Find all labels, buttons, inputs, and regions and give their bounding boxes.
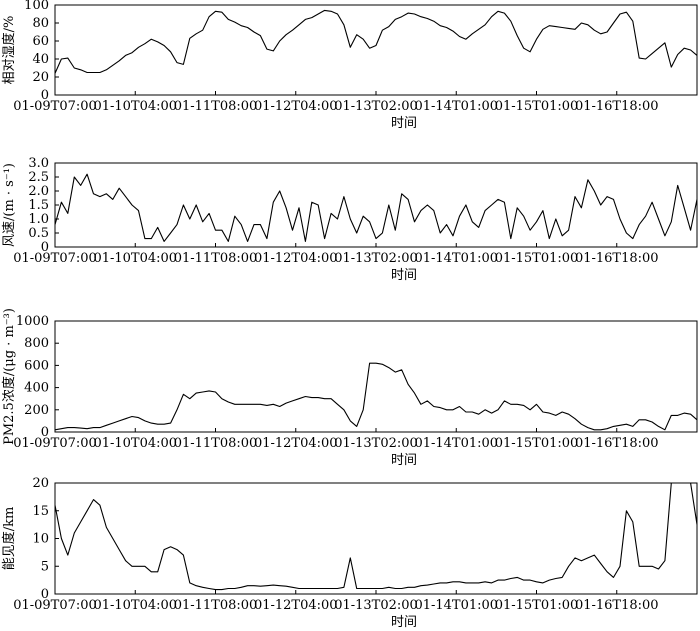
y-tick-label: 80 [32, 16, 49, 31]
y-tick-label: 3.0 [28, 156, 49, 171]
x-tick-label: 01-15T01:00 [495, 436, 579, 451]
y-tick-label: 600 [24, 358, 49, 373]
y-tick-label: 5 [41, 559, 49, 574]
y-tick-label: 0 [41, 425, 49, 440]
x-axis-label: 时间 [391, 615, 417, 630]
y-axis-label: PM2.5浓度/(μg · m⁻³) [1, 308, 17, 445]
x-axis-label: 时间 [391, 116, 417, 131]
x-tick-label: 01-11T08:00 [174, 251, 258, 266]
x-tick-label: 01-12T04:00 [254, 436, 338, 451]
y-tick-label: 0.5 [28, 226, 49, 241]
x-tick-label: 01-15T01:00 [495, 99, 579, 114]
x-tick-label: 01-09T07:00 [13, 251, 97, 266]
x-tick-label: 01-16T18:00 [575, 99, 659, 114]
x-tick-label: 01-15T01:00 [495, 598, 579, 613]
y-tick-label: 20 [32, 70, 49, 85]
x-tick-label: 01-10T04:00 [93, 99, 177, 114]
y-tick-label: 800 [24, 336, 49, 351]
panel-3: 0200400600800100001-09T07:0001-10T04:000… [1, 308, 698, 468]
y-tick-label: 1000 [16, 314, 49, 329]
x-tick-label: 01-11T08:00 [174, 598, 258, 613]
x-tick-label: 01-16T18:00 [575, 598, 659, 613]
x-tick-label: 01-13T02:00 [334, 251, 418, 266]
x-tick-label: 01-10T04:00 [93, 251, 177, 266]
x-tick-label: 01-16T18:00 [575, 251, 659, 266]
y-tick-label: 20 [32, 476, 49, 491]
plot-frame [54, 4, 698, 96]
y-tick-label: 10 [32, 532, 49, 547]
y-tick-label: 1.0 [28, 212, 49, 227]
y-axis-label: 风速/(m · s⁻¹) [2, 163, 17, 247]
x-tick-label: 01-09T07:00 [13, 436, 97, 451]
x-tick-label: 01-09T07:00 [13, 99, 97, 114]
y-tick-label: 1.5 [28, 198, 49, 213]
x-tick-label: 01-12T04:00 [254, 598, 338, 613]
y-tick-label: 0 [41, 88, 49, 103]
x-tick-label: 01-13T02:00 [334, 598, 418, 613]
y-axis-label: 能见度/km [1, 507, 17, 571]
x-tick-label: 01-09T07:00 [13, 598, 97, 613]
x-axis-label: 时间 [391, 268, 417, 283]
y-axis-label: 相对湿度/% [1, 16, 17, 85]
y-tick-label: 15 [32, 504, 49, 519]
y-tick-label: 40 [32, 52, 49, 67]
x-tick-label: 01-11T08:00 [174, 436, 258, 451]
x-tick-label: 01-15T01:00 [495, 251, 579, 266]
x-tick-label: 01-14T01:00 [414, 99, 498, 114]
series-line [54, 9, 698, 74]
x-tick-label: 01-10T04:00 [93, 436, 177, 451]
series-line [54, 173, 698, 242]
plot-frame [54, 320, 698, 433]
y-tick-label: 0 [41, 240, 49, 255]
x-tick-label: 01-10T04:00 [93, 598, 177, 613]
y-tick-label: 2.5 [28, 170, 49, 185]
y-tick-label: 200 [24, 403, 49, 418]
x-tick-label: 01-16T18:00 [575, 436, 659, 451]
panel-1: 0 20 40 60 80 100 01-09T07:0001-10T04:0001-11T… [1, 0, 698, 131]
y-tick-label: 0 [41, 587, 49, 602]
panel-4: 0 5 10 15 20 01-09T07:0001-10T04:0001-11T08:0… [1, 476, 698, 630]
x-tick-label: 01-13T02:00 [334, 99, 418, 114]
x-tick-label: 01-12T04:00 [254, 99, 338, 114]
y-tick-label: 400 [24, 381, 49, 396]
x-axis-label: 时间 [391, 453, 417, 468]
x-tick-label: 01-11T08:00 [174, 99, 258, 114]
series-line [54, 482, 698, 591]
x-tick-label: 01-14T01:00 [414, 251, 498, 266]
x-tick-label: 01-14T01:00 [414, 436, 498, 451]
x-tick-label: 01-12T04:00 [254, 251, 338, 266]
y-tick-label: 2.0 [28, 184, 49, 199]
y-tick-label: 100 [24, 0, 49, 13]
series-line [54, 362, 698, 431]
x-tick-label: 01-14T01:00 [414, 598, 498, 613]
plot-frame [54, 482, 698, 595]
y-tick-label: 60 [32, 34, 49, 49]
panel-2: 00.51.01.52.02.53.0 01-09T07:0001-10T04:0… [2, 156, 698, 283]
x-tick-label: 01-13T02:00 [334, 436, 418, 451]
